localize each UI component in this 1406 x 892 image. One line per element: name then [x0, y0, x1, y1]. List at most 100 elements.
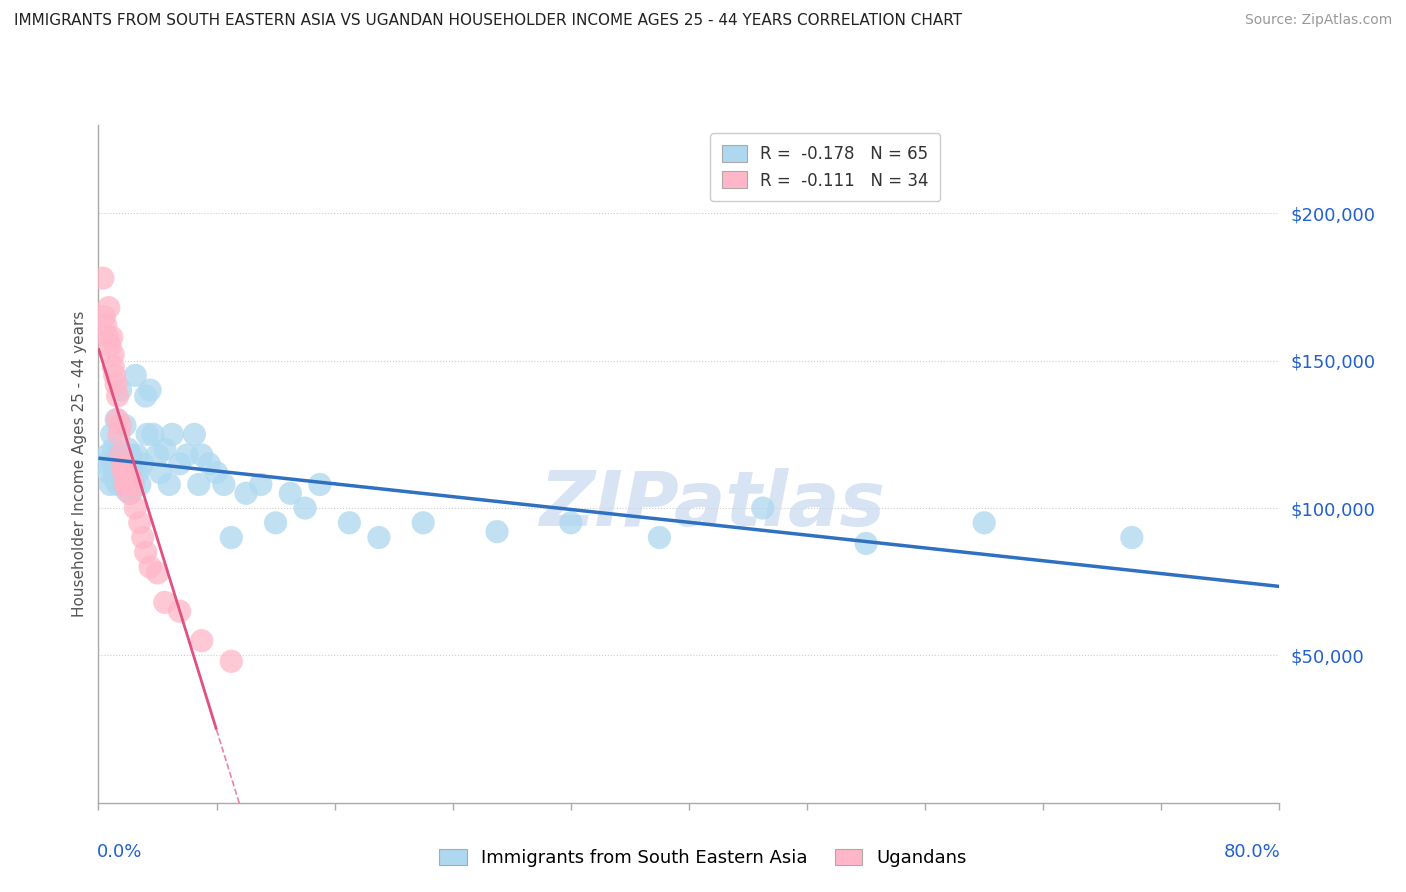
Point: [124, 501, 146, 516]
Point: [103, 359, 125, 374]
Legend: R =  -0.178   N = 65, R =  -0.111   N = 34: R = -0.178 N = 65, R = -0.111 N = 34: [710, 133, 941, 202]
Point: [132, 531, 155, 545]
Point: [112, 466, 135, 480]
Point: [117, 477, 139, 491]
Point: [110, 418, 132, 433]
Point: [278, 486, 302, 500]
Point: [117, 477, 139, 491]
Point: [110, 448, 132, 462]
Point: [855, 536, 877, 550]
Point: [139, 383, 162, 397]
Text: IMMIGRANTS FROM SOUTH EASTERN ASIA VS UGANDAN HOUSEHOLDER INCOME AGES 25 - 44 YE: IMMIGRANTS FROM SOUTH EASTERN ASIA VS UG…: [14, 13, 962, 29]
Point: [107, 389, 129, 403]
Point: [114, 466, 136, 480]
Point: [115, 466, 138, 480]
Point: [132, 457, 155, 471]
Point: [135, 545, 157, 559]
Point: [235, 486, 257, 500]
Point: [108, 466, 131, 480]
Point: [120, 448, 142, 462]
Point: [121, 477, 143, 491]
Point: [124, 368, 146, 383]
Point: [107, 448, 129, 462]
Point: [146, 448, 169, 462]
Point: [250, 477, 273, 491]
Text: Source: ZipAtlas.com: Source: ZipAtlas.com: [1244, 13, 1392, 28]
Point: [103, 348, 125, 362]
Point: [339, 516, 360, 530]
Point: [264, 516, 287, 530]
Point: [93, 310, 115, 324]
Point: [103, 442, 125, 456]
Point: [560, 516, 582, 530]
Point: [94, 318, 117, 333]
Point: [118, 457, 141, 471]
Point: [146, 566, 169, 580]
Text: ZIPatlas: ZIPatlas: [540, 467, 886, 541]
Point: [98, 477, 121, 491]
Point: [94, 457, 117, 471]
Point: [96, 330, 118, 344]
Point: [100, 330, 122, 344]
Point: [153, 442, 176, 456]
Text: 0.0%: 0.0%: [97, 844, 142, 862]
Point: [105, 377, 128, 392]
Point: [114, 477, 136, 491]
Point: [751, 501, 773, 516]
Point: [112, 477, 135, 491]
Legend: Immigrants from South Eastern Asia, Ugandans: Immigrants from South Eastern Asia, Ugan…: [432, 841, 974, 874]
Point: [368, 531, 391, 545]
Point: [115, 483, 138, 498]
Point: [118, 486, 141, 500]
Point: [169, 604, 191, 618]
Point: [136, 427, 159, 442]
Point: [111, 457, 134, 471]
Point: [110, 472, 132, 486]
Point: [107, 412, 129, 426]
Point: [111, 448, 134, 462]
Point: [191, 633, 214, 648]
Point: [183, 427, 205, 442]
Point: [97, 301, 120, 315]
Point: [187, 477, 209, 491]
Point: [105, 412, 128, 426]
Point: [412, 516, 434, 530]
Point: [104, 472, 127, 486]
Point: [176, 448, 198, 462]
Point: [121, 466, 143, 480]
Point: [142, 427, 165, 442]
Point: [309, 477, 332, 491]
Point: [294, 501, 316, 516]
Point: [104, 368, 127, 383]
Point: [648, 531, 671, 545]
Point: [100, 427, 122, 442]
Text: 80.0%: 80.0%: [1223, 844, 1281, 862]
Point: [110, 383, 132, 397]
Point: [108, 427, 131, 442]
Point: [107, 477, 129, 491]
Point: [139, 560, 162, 574]
Point: [219, 531, 242, 545]
Point: [149, 466, 172, 480]
Point: [103, 457, 125, 471]
Point: [205, 466, 228, 480]
Point: [191, 448, 214, 462]
Point: [120, 472, 142, 486]
Point: [157, 477, 180, 491]
Point: [91, 271, 114, 285]
Point: [117, 442, 139, 456]
Point: [198, 457, 221, 471]
Point: [169, 457, 191, 471]
Point: [135, 389, 157, 403]
Point: [212, 477, 235, 491]
Point: [162, 427, 183, 442]
Point: [120, 486, 142, 500]
Point: [97, 466, 120, 480]
Point: [122, 477, 145, 491]
Point: [973, 516, 995, 530]
Point: [219, 654, 242, 668]
Y-axis label: Householder Income Ages 25 - 44 years: Householder Income Ages 25 - 44 years: [72, 310, 87, 617]
Point: [125, 448, 148, 462]
Point: [486, 524, 509, 539]
Point: [128, 516, 150, 530]
